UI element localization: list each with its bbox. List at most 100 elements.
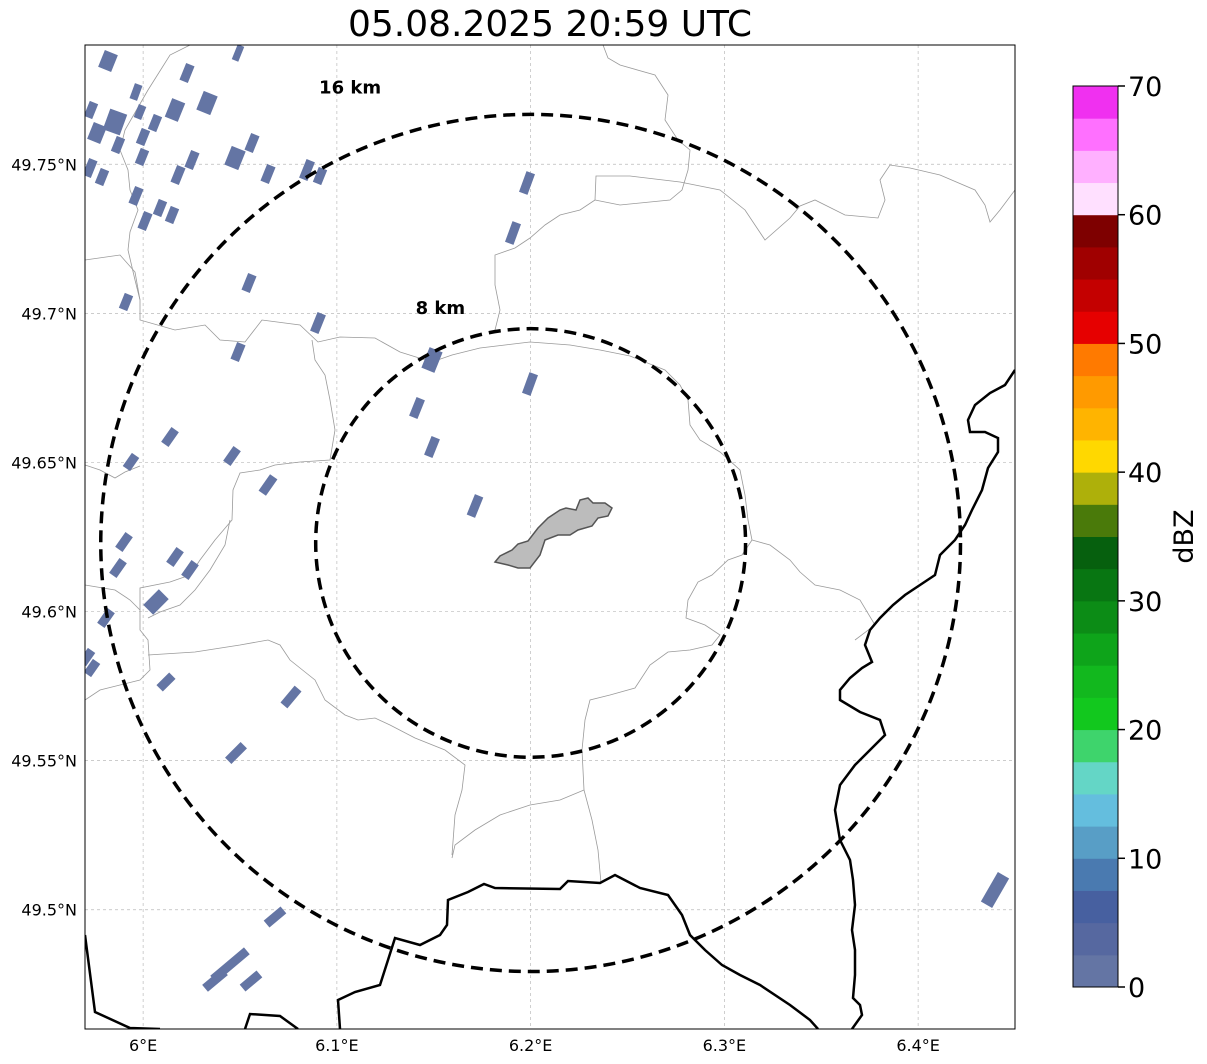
colorbar-segment	[1073, 118, 1118, 151]
radar-echo-cell	[241, 272, 257, 294]
radar-echo-cell	[263, 906, 287, 928]
radar-echo-cell	[110, 135, 126, 155]
radar-echo-cell	[129, 83, 143, 101]
radar-echo-cell	[225, 742, 247, 764]
colorbar-segment	[1073, 182, 1118, 216]
colorbar-segment	[1073, 472, 1118, 505]
range-ring-label: 8 km	[416, 298, 466, 319]
radar-echo-cell	[156, 672, 176, 692]
colorbar-segment	[1073, 214, 1118, 248]
colorbar-segment	[1073, 246, 1118, 280]
radar-echo-cell	[102, 108, 128, 136]
colorbar-segment	[1073, 826, 1118, 859]
colorbar-segment	[1073, 793, 1118, 827]
colorbar-segment	[1073, 279, 1118, 312]
colorbar-segment	[1073, 858, 1118, 891]
radar-echo-cell	[421, 347, 443, 373]
map-frame	[84, 44, 1016, 1030]
map-title: 05.08.2025 20:59 UTC	[347, 4, 753, 45]
lat-tick-label: 49.6°N	[21, 603, 77, 622]
radar-echo-cell	[94, 167, 110, 187]
lat-tick-label: 49.75°N	[11, 155, 77, 174]
lat-tick-label: 49.55°N	[11, 752, 77, 771]
radar-echo-cell	[505, 221, 521, 245]
colorbar-segment	[1073, 311, 1118, 344]
range-ring	[313, 326, 748, 760]
lon-tick-label: 6.4°E	[896, 1036, 940, 1055]
radar-echo-cell	[239, 970, 263, 992]
colorbar-segment	[1073, 633, 1118, 666]
colorbar-frame	[1072, 85, 1119, 988]
colorbar-segment	[1073, 954, 1118, 988]
longitude-axis: 6°E 6.1°E 6.2°E 6.3°E 6.4°E	[129, 1036, 940, 1055]
colorbar-tick-label: 0	[1128, 973, 1145, 1004]
colorbar-segment	[1073, 600, 1118, 634]
colorbar-segment	[1073, 407, 1118, 441]
colorbar-tick-label: 70	[1128, 72, 1162, 103]
colorbar-segment	[1073, 922, 1118, 956]
colorbar-tick-label: 30	[1128, 587, 1162, 618]
radar-echo-cell	[522, 372, 538, 396]
lon-tick-label: 6.3°E	[703, 1036, 747, 1055]
radar-echo-cell	[260, 163, 276, 185]
radar-echo-cell	[466, 494, 484, 518]
radar-echo-cell	[147, 113, 163, 133]
colorbar-segment	[1073, 375, 1118, 409]
radar-echo-cell	[85, 100, 99, 120]
radar-echo-cell	[135, 127, 151, 147]
radar-echo-cell	[310, 312, 326, 334]
colorbar-segment	[1073, 568, 1118, 602]
radar-echo-cell	[299, 159, 315, 181]
radar-echo-cell	[184, 149, 200, 171]
colorbar-segment	[1073, 761, 1118, 795]
radar-echo-cell	[122, 452, 140, 472]
radar-echo-cell	[161, 427, 179, 447]
radar-echo-cell	[152, 198, 168, 218]
radar-echo-cell	[424, 436, 440, 458]
lat-tick-label: 49.5°N	[21, 901, 77, 920]
radar-echo-cell	[258, 474, 278, 496]
radar-echoes	[85, 45, 1010, 992]
radar-echo-cell	[87, 122, 107, 144]
lat-tick-label: 49.65°N	[11, 453, 77, 472]
radar-echo-cell	[170, 164, 186, 186]
colorbar-tick-label: 60	[1128, 201, 1162, 232]
radar-echo-cell	[312, 166, 328, 186]
radar-echo-cell	[181, 560, 199, 580]
city-footprint	[493, 497, 613, 569]
colorbar-segment	[1073, 729, 1118, 763]
radar-echo-cell	[519, 171, 535, 195]
colorbar-tick-label: 50	[1128, 329, 1162, 360]
radar-echo-cell	[230, 341, 246, 363]
colorbar-segment	[1073, 697, 1118, 731]
map-plot-area: 8 km 16 km	[85, 45, 1015, 1029]
radar-echo-cell	[280, 685, 302, 709]
latitude-axis: 49.5°N 49.55°N 49.6°N 49.65°N 49.7°N 49.75°N	[11, 155, 77, 919]
radar-echo-cell	[85, 157, 98, 179]
radar-echo-cell	[118, 292, 134, 312]
range-ring	[99, 112, 963, 974]
radar-echo-cell	[133, 104, 147, 120]
radar-echo-cell	[224, 145, 246, 171]
lon-tick-label: 6°E	[129, 1036, 157, 1055]
radar-echo-cell	[196, 90, 218, 116]
radar-echo-cell	[137, 210, 153, 232]
colorbar-segment	[1073, 504, 1118, 537]
colorbar-segment	[1073, 536, 1118, 570]
radar-echo-cell	[85, 647, 96, 667]
radar-echo-cell	[115, 532, 133, 552]
radar-echo-cell	[166, 547, 184, 567]
radar-echo-cell	[98, 50, 118, 72]
colorbar-segment	[1073, 665, 1118, 698]
colorbar-segment	[1073, 890, 1118, 924]
radar-echo-cell	[109, 558, 127, 578]
radar-echo-cell	[128, 185, 144, 207]
radar-echo-cell	[143, 589, 169, 615]
colorbar-tick-label: 40	[1128, 458, 1162, 489]
radar-echo-cell	[134, 147, 150, 167]
radar-echo-cell	[202, 968, 228, 992]
range-ring-label: 16 km	[319, 78, 381, 99]
radar-echo-cell	[409, 397, 425, 419]
colorbar-segment	[1073, 86, 1118, 119]
